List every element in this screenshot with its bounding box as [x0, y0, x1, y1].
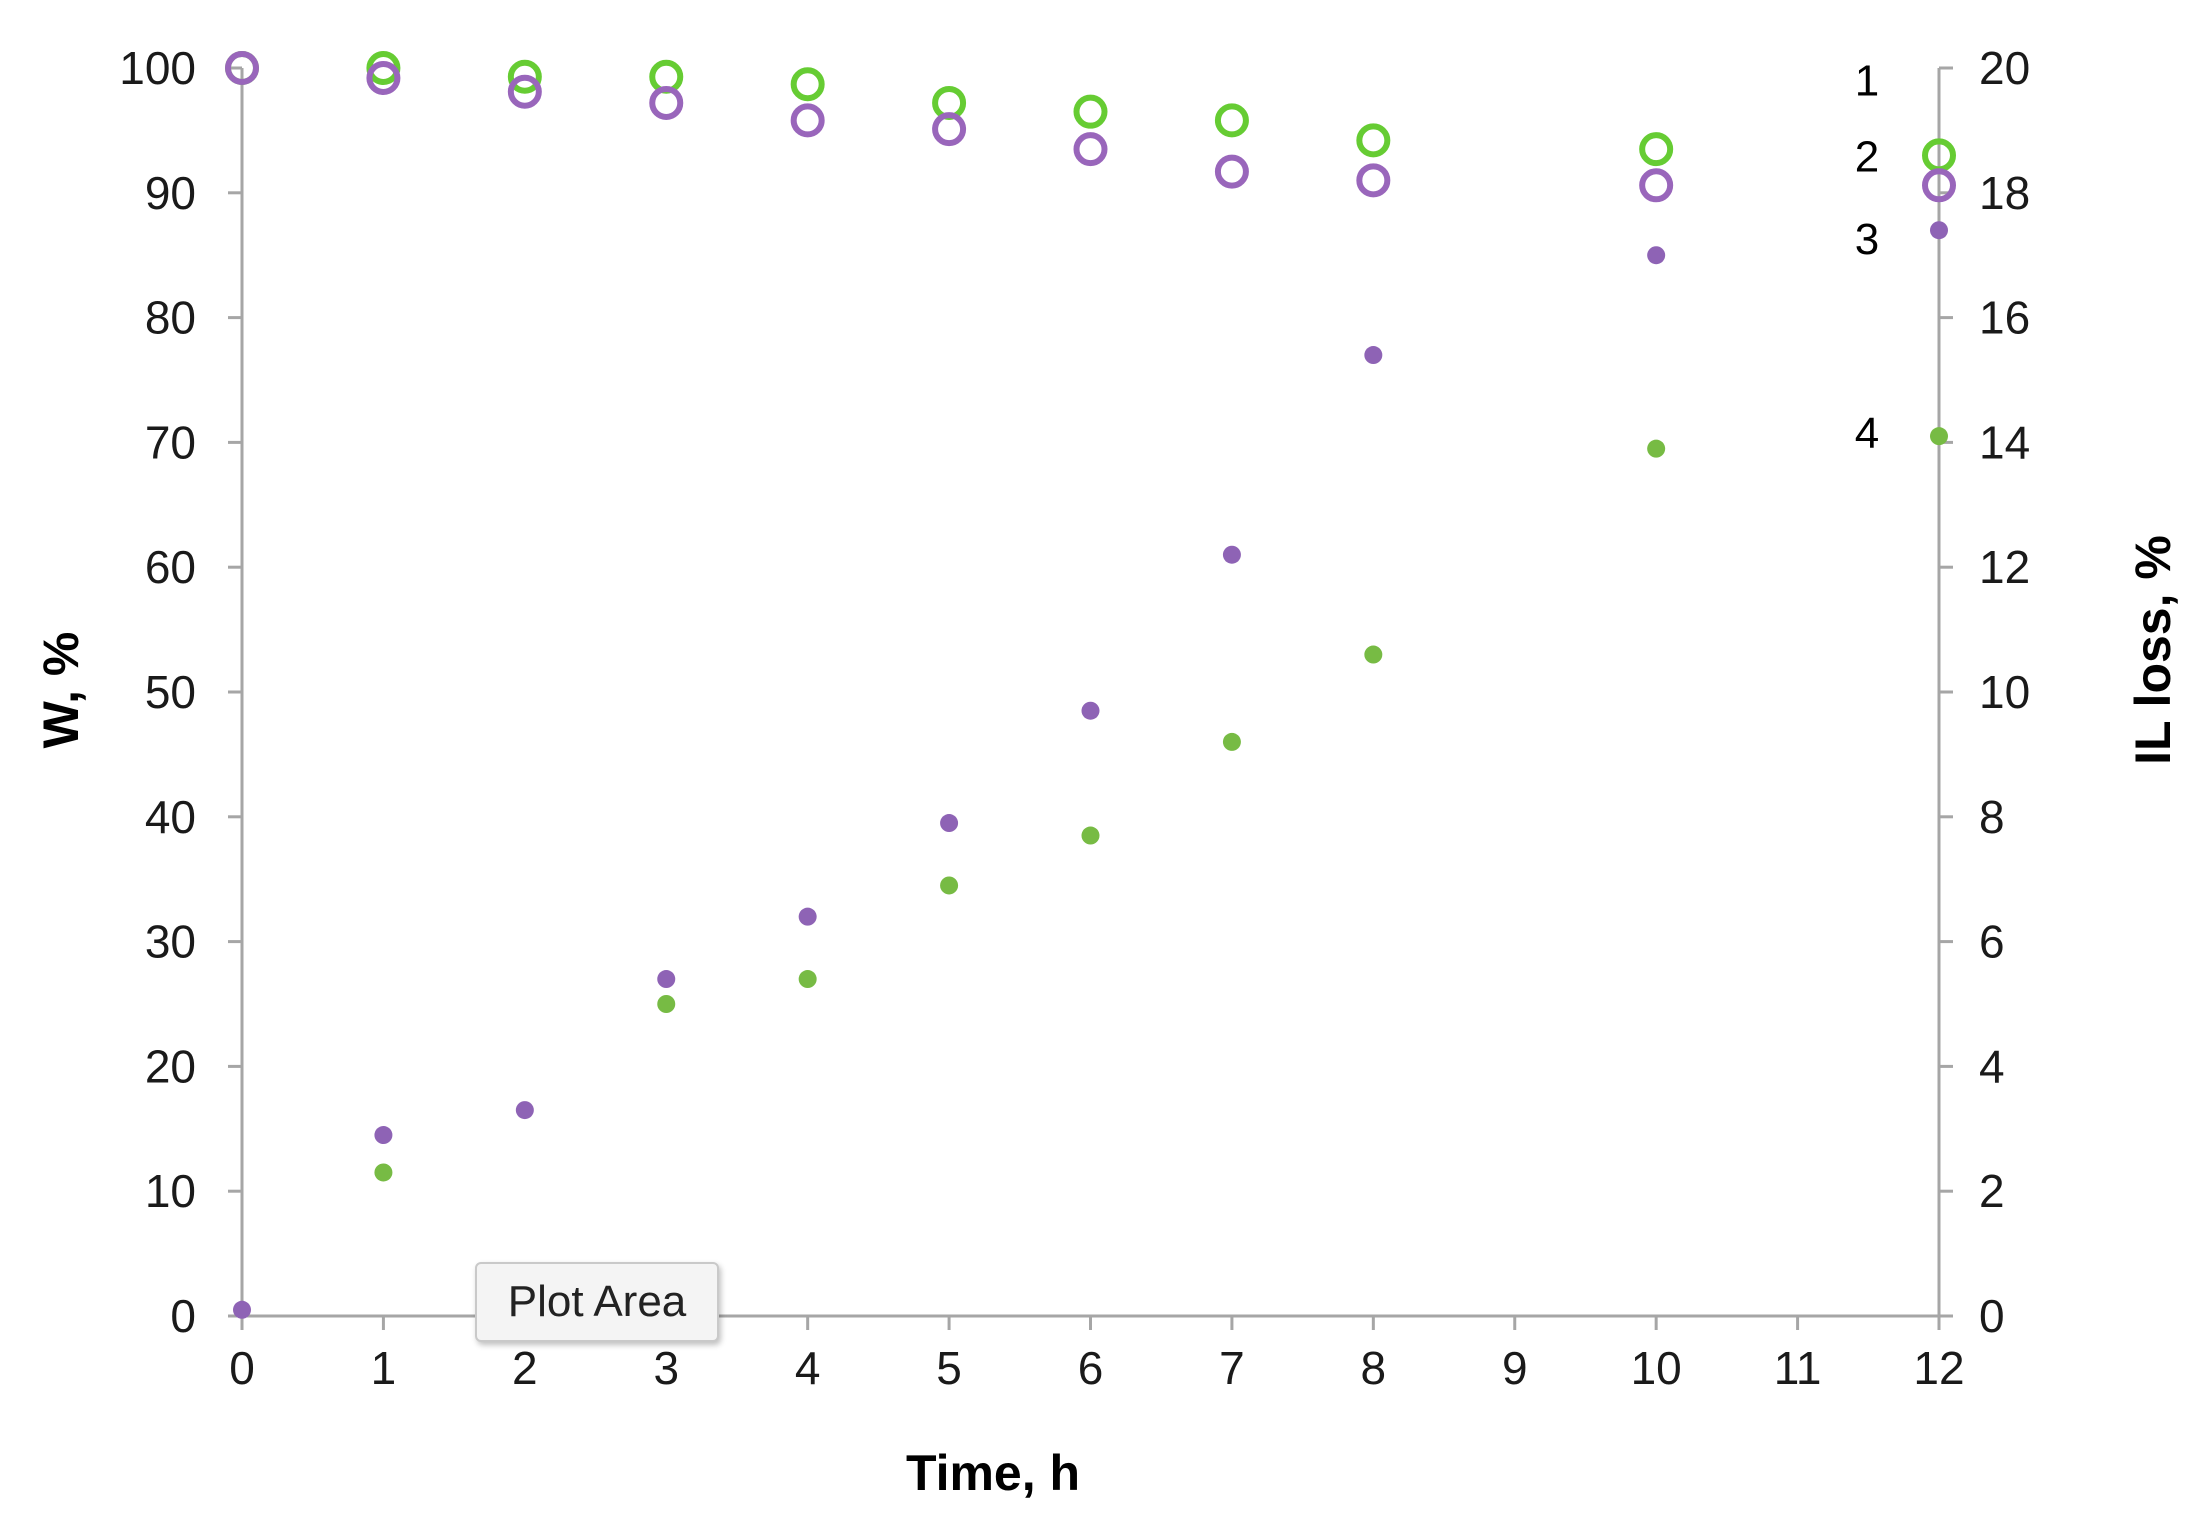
y2-tick-label: 20	[1979, 42, 2030, 94]
series-2-point	[366, 60, 401, 95]
series-3-point	[1364, 346, 1383, 365]
series-2-point	[1214, 154, 1249, 189]
y-tick-label: 20	[145, 1040, 196, 1092]
y2-tick-label: 14	[1979, 416, 2030, 468]
y-axis-title: W, %	[33, 632, 89, 749]
series-3-point	[657, 970, 676, 989]
series-4-point	[1647, 439, 1666, 458]
series-2-point	[649, 85, 684, 120]
series-1-point	[790, 67, 825, 102]
series-3-label: 3	[1855, 215, 1879, 264]
series-3-point	[233, 1300, 251, 1319]
y2-tick-label: 2	[1979, 1165, 2005, 1217]
y2-tick-label: 0	[1979, 1290, 2005, 1342]
series-1-point	[1214, 103, 1249, 138]
series-2-point	[790, 103, 825, 138]
series-4-point	[1364, 645, 1383, 664]
y2-tick-label: 10	[1979, 666, 2030, 718]
series-2-label: 2	[1855, 132, 1879, 181]
series-3-point	[1930, 221, 1948, 240]
series-2-point	[1922, 168, 1956, 203]
series-2-point	[1073, 132, 1108, 167]
series-3-point	[1081, 701, 1100, 720]
series-2-point	[507, 74, 542, 109]
y2-tick-label: 18	[1979, 167, 2030, 219]
y-tick-label: 80	[145, 292, 196, 344]
x-tick-label: 12	[1913, 1342, 1964, 1394]
series-4-point	[798, 970, 817, 989]
x-axis-title: Time, h	[906, 1445, 1080, 1501]
x-tick-label: 4	[795, 1342, 821, 1394]
series-4-point	[374, 1163, 393, 1182]
series-1-point	[1073, 94, 1108, 129]
y2-tick-label: 8	[1979, 791, 2005, 843]
y-tick-label: 10	[145, 1165, 196, 1217]
series-1-point	[507, 59, 542, 94]
series-4-point	[1930, 427, 1948, 446]
marks-group: 1 2 3 4	[225, 51, 1956, 1319]
x-tick-label: 1	[371, 1342, 397, 1394]
y-tick-label: 60	[145, 541, 196, 593]
x-tick-label: 3	[653, 1342, 679, 1394]
y-tick-label: 40	[145, 791, 196, 843]
series-3-point	[1222, 545, 1241, 564]
y-tick-label: 70	[145, 416, 196, 468]
series-3-point	[940, 814, 959, 833]
series-1-label: 1	[1855, 56, 1879, 105]
y2-tick-label: 12	[1979, 541, 2030, 593]
series-2-point	[932, 112, 967, 147]
x-tick-label: 7	[1219, 1342, 1245, 1394]
series-4-point	[657, 995, 676, 1013]
x-tick-label: 2	[512, 1342, 538, 1394]
series-2-point	[1639, 168, 1674, 203]
y2-axis-title: IL loss, %	[2125, 535, 2181, 765]
series-3-point	[515, 1101, 534, 1120]
series-1-point	[1356, 123, 1391, 158]
x-tick-label: 10	[1631, 1342, 1682, 1394]
series-3-point	[798, 907, 817, 926]
series-2-point	[1356, 163, 1391, 198]
y-tick-label: 50	[145, 666, 196, 718]
x-tick-label: 0	[229, 1342, 255, 1394]
y-tick-label: 0	[170, 1290, 196, 1342]
series-4-point	[940, 876, 959, 895]
series-4-label: 4	[1855, 409, 1879, 458]
y-tick-label: 30	[145, 916, 196, 968]
plot-area-tooltip: Plot Area	[475, 1262, 719, 1342]
x-tick-label: 5	[936, 1342, 962, 1394]
series-4-point	[1081, 826, 1100, 845]
y-tick-label: 90	[145, 167, 196, 219]
axes-group: 0 1 2 3 4 5 6 7 8 9 10 11 12010203040506070809010002…	[119, 42, 2030, 1394]
series-1-point	[366, 51, 401, 85]
x-tick-label: 6	[1078, 1342, 1104, 1394]
x-tick-label: 11	[1774, 1342, 1822, 1394]
series-1-point	[1639, 132, 1674, 167]
series-4-point	[1222, 732, 1241, 751]
x-tick-label: 8	[1361, 1342, 1387, 1394]
y2-tick-label: 16	[1979, 292, 2030, 344]
series-3-point	[374, 1126, 393, 1145]
series-3-point	[1647, 246, 1666, 265]
x-tick-label: 9	[1502, 1342, 1528, 1394]
y2-tick-label: 6	[1979, 916, 2005, 968]
y-tick-label: 100	[119, 42, 196, 94]
series-2-point	[225, 51, 259, 85]
y2-tick-label: 4	[1979, 1040, 2005, 1092]
